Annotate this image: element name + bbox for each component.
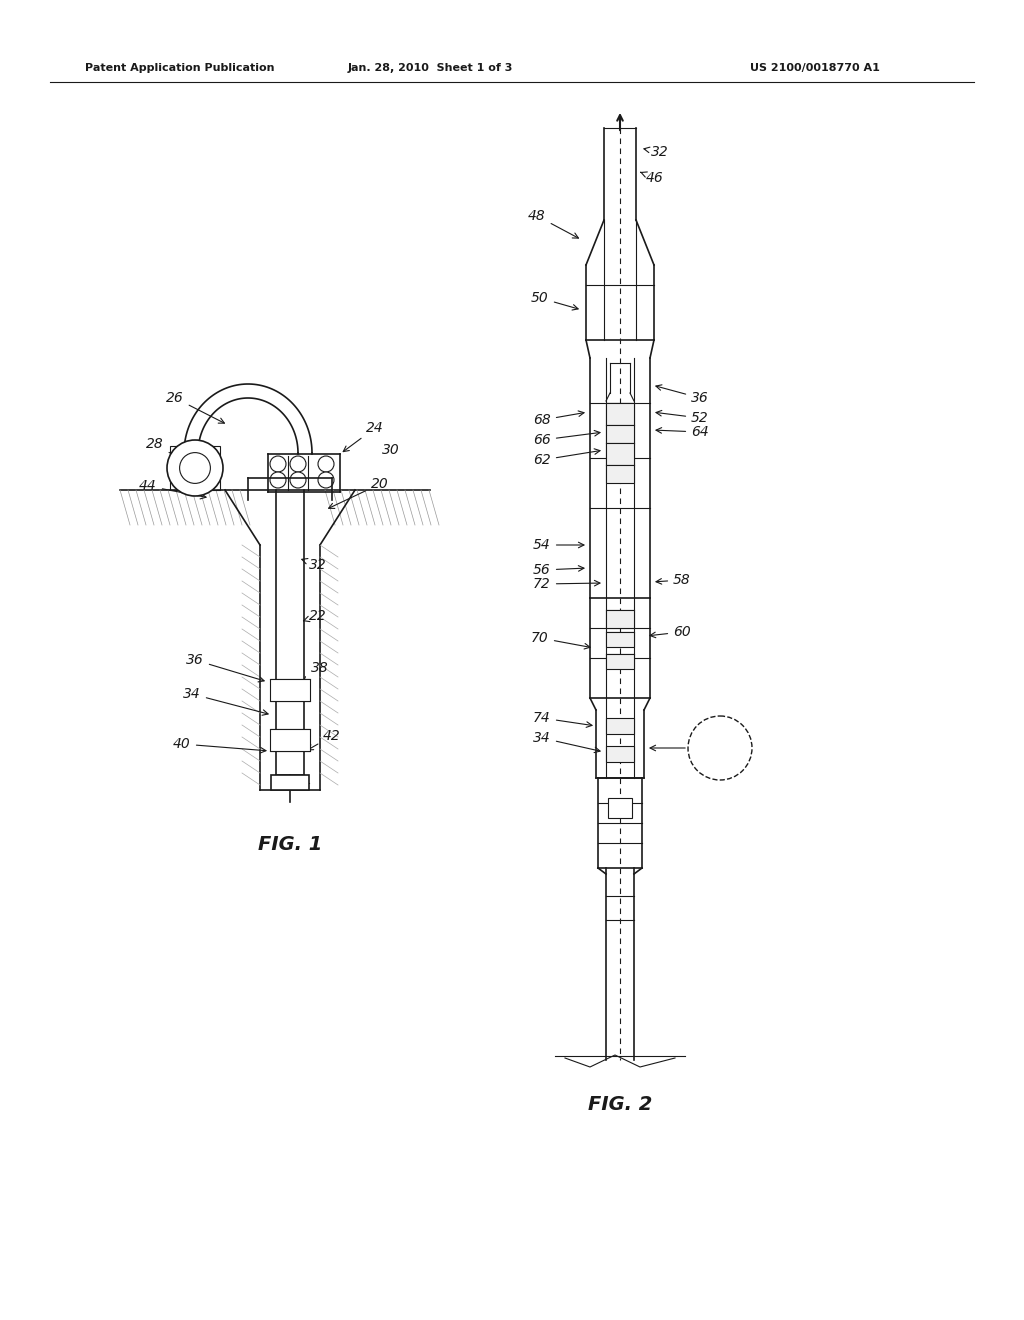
Text: Jan. 28, 2010  Sheet 1 of 3: Jan. 28, 2010 Sheet 1 of 3 (347, 63, 513, 73)
Circle shape (318, 473, 334, 488)
Circle shape (318, 455, 334, 473)
Text: 36: 36 (186, 653, 264, 682)
Text: 28: 28 (146, 437, 181, 459)
Text: 54: 54 (534, 539, 584, 552)
Circle shape (290, 473, 306, 488)
Text: 20: 20 (329, 477, 389, 508)
Text: 24: 24 (343, 421, 384, 451)
Text: FIG. 1: FIG. 1 (258, 836, 323, 854)
Text: 26: 26 (166, 391, 224, 424)
Circle shape (167, 440, 223, 496)
Text: 32: 32 (644, 145, 669, 158)
Bar (606, 444, 634, 465)
Bar (270, 678, 310, 701)
Text: 64: 64 (656, 425, 709, 440)
Text: 42: 42 (307, 729, 341, 750)
Bar (606, 403, 634, 425)
Bar (606, 632, 634, 647)
Text: 34: 34 (183, 686, 268, 715)
Bar (606, 718, 634, 734)
Bar (606, 610, 634, 628)
Text: 60: 60 (650, 624, 691, 639)
Text: 30: 30 (382, 444, 399, 457)
Text: US 2100/0018770 A1: US 2100/0018770 A1 (750, 63, 880, 73)
Bar (270, 729, 310, 751)
Text: 58: 58 (656, 573, 691, 587)
Bar (606, 653, 634, 669)
Text: 66: 66 (534, 430, 600, 447)
Text: 68: 68 (534, 411, 584, 426)
Text: 52: 52 (656, 411, 709, 425)
Text: 44: 44 (139, 479, 206, 499)
Bar (170, 446, 220, 490)
Text: 72: 72 (534, 577, 600, 591)
Text: 22: 22 (303, 609, 327, 623)
Text: 40: 40 (173, 737, 266, 752)
Circle shape (290, 455, 306, 473)
Text: 70: 70 (531, 631, 590, 649)
Text: 62: 62 (534, 449, 600, 467)
Text: 38: 38 (303, 661, 329, 682)
Text: 46: 46 (641, 172, 664, 185)
Text: 56: 56 (534, 564, 584, 577)
Polygon shape (271, 775, 309, 789)
Bar (606, 465, 634, 483)
Text: 32: 32 (302, 558, 327, 572)
Text: 36: 36 (656, 385, 709, 405)
Bar (608, 799, 632, 818)
Bar (606, 425, 634, 444)
Text: 50: 50 (531, 290, 579, 310)
Text: FIG. 2: FIG. 2 (588, 1096, 652, 1114)
Circle shape (270, 455, 286, 473)
Text: Patent Application Publication: Patent Application Publication (85, 63, 274, 73)
Circle shape (270, 473, 286, 488)
Text: 48: 48 (528, 209, 579, 238)
Bar (606, 746, 634, 762)
Text: 34: 34 (534, 731, 600, 752)
Text: 74: 74 (534, 711, 592, 727)
